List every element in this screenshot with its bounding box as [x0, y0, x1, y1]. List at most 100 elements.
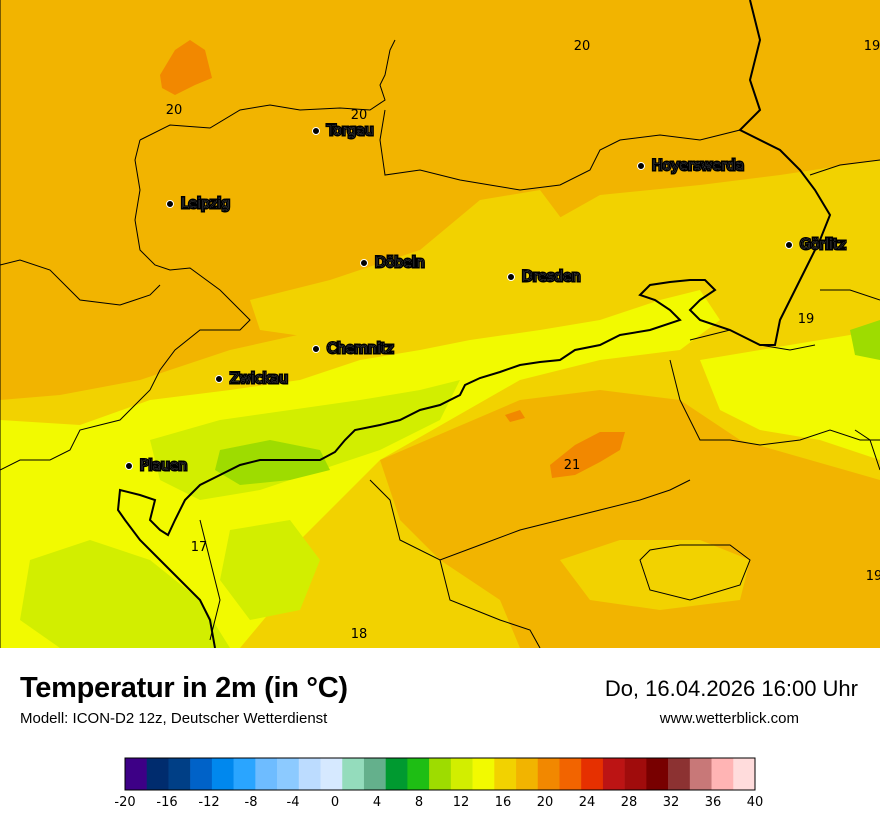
- legend-swatch: [146, 758, 169, 790]
- legend-tick-label: 20: [537, 795, 554, 810]
- legend-tick-label: -16: [156, 795, 177, 810]
- city-label: Chemnitz: [327, 341, 394, 357]
- legend-tick-label: -20: [114, 795, 135, 810]
- city-dot-icon: [507, 273, 515, 281]
- temperature-label: 19: [866, 569, 880, 584]
- city-dot-icon: [125, 462, 133, 470]
- legend-swatch: [602, 758, 625, 790]
- map-footer: Temperatur in 2m (in °C) Modell: ICON-D2…: [0, 648, 880, 830]
- temperature-labels: 20 19 20 20 19 21 17 19 18: [166, 39, 880, 642]
- city-label-outline: Dresden: [522, 269, 581, 285]
- legend-swatch: [711, 758, 734, 790]
- legend-swatch: [494, 758, 517, 790]
- city-label: Leipzig: [181, 196, 230, 212]
- legend-tick-label: 0: [331, 795, 339, 810]
- city-label-outline: Hoyerswerda: [652, 158, 744, 174]
- map-title: Temperatur in 2m (in °C): [20, 672, 348, 704]
- temperature-label: 20: [574, 39, 591, 54]
- legend-swatch: [559, 758, 582, 790]
- legend-tick-label: -12: [198, 795, 219, 810]
- website-link[interactable]: www.wetterblick.com: [659, 710, 799, 727]
- city-dot-icon: [785, 241, 793, 249]
- legend-swatch: [668, 758, 691, 790]
- legend-tick-label: 8: [415, 795, 423, 810]
- legend-swatch: [429, 758, 452, 790]
- legend-swatch: [363, 758, 386, 790]
- legend-swatch: [125, 758, 148, 790]
- city-label: Görlitz: [800, 237, 846, 253]
- legend-swatch: [211, 758, 234, 790]
- legend-swatch: [168, 758, 191, 790]
- legend-swatch: [190, 758, 213, 790]
- legend-swatch: [233, 758, 256, 790]
- color-scale-legend: -20 -16 -12 -8 -4 0 4 8 12 16 20 24 28 32 36 40: [114, 757, 763, 810]
- city-label: Plauen: [140, 458, 187, 474]
- legend-swatch: [450, 758, 473, 790]
- legend-tick-label: 16: [495, 795, 512, 810]
- legend-swatch: [537, 758, 560, 790]
- model-source: Modell: ICON-D2 12z, Deutscher Wetterdie…: [20, 710, 328, 727]
- city-dot-icon: [637, 162, 645, 170]
- legend-tick-label: 36: [705, 795, 722, 810]
- city-label: Hoyerswerda: [652, 158, 744, 174]
- legend-swatch: [407, 758, 430, 790]
- legend-swatch: [277, 758, 300, 790]
- city-label-outline: Zwickau: [230, 371, 288, 387]
- city-dot-icon: [360, 259, 368, 267]
- city-dot-icon: [312, 345, 320, 353]
- legend-tick-label: 28: [621, 795, 638, 810]
- legend-swatch: [516, 758, 539, 790]
- temperature-label: 19: [864, 39, 880, 54]
- legend-swatch: [342, 758, 365, 790]
- legend-swatch: [320, 758, 343, 790]
- legend-swatch: [624, 758, 647, 790]
- city-label: Zwickau: [230, 371, 288, 387]
- temperature-label: 17: [191, 540, 208, 555]
- city-label-outline: Döbeln: [375, 255, 425, 271]
- legend-swatch: [385, 758, 408, 790]
- city-label-outline: Görlitz: [800, 237, 846, 253]
- city-label: Torgau: [326, 123, 374, 139]
- legend-swatch: [581, 758, 604, 790]
- temperature-label: 18: [351, 627, 368, 642]
- temperature-label: 21: [564, 458, 581, 473]
- legend-swatch: [689, 758, 712, 790]
- legend-swatch: [646, 758, 669, 790]
- temperature-label: 19: [798, 312, 815, 327]
- city-dot-icon: [312, 127, 320, 135]
- legend-swatch: [298, 758, 321, 790]
- city-label-outline: Chemnitz: [327, 341, 394, 357]
- legend-tick-label: 24: [579, 795, 596, 810]
- forecast-datetime: Do, 16.04.2026 16:00 Uhr: [604, 676, 858, 701]
- legend-ticks: -20 -16 -12 -8 -4 0 4 8 12 16 20 24 28 32 36 40: [114, 795, 763, 810]
- legend-tick-label: 32: [663, 795, 680, 810]
- legend-swatches: [124, 757, 756, 791]
- legend-tick-label: -8: [245, 795, 258, 810]
- legend-swatch: [733, 758, 756, 790]
- legend-tick-label: 4: [373, 795, 381, 810]
- legend-swatch: [472, 758, 495, 790]
- temperature-label: 20: [351, 108, 368, 123]
- city-label: Dresden: [522, 269, 581, 285]
- state-borders: [0, 0, 880, 648]
- country-border: [116, 0, 832, 648]
- city-label-outline: Leipzig: [181, 196, 230, 212]
- city-label-outline: Torgau: [326, 123, 374, 139]
- legend-swatch: [255, 758, 278, 790]
- legend-tick-label: 12: [453, 795, 470, 810]
- temperature-label: 20: [166, 103, 183, 118]
- city-dot-icon: [166, 200, 174, 208]
- city-label-outline: Plauen: [140, 458, 187, 474]
- legend-tick-label: 40: [747, 795, 764, 810]
